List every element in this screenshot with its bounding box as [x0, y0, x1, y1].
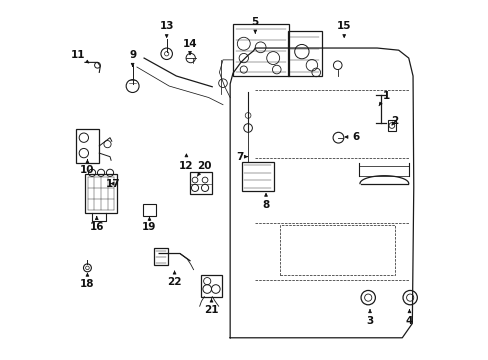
Text: 1: 1	[378, 91, 389, 106]
Bar	[85, 174, 117, 213]
Text: 3: 3	[366, 310, 373, 325]
Text: 12: 12	[179, 154, 193, 171]
Text: 10: 10	[80, 159, 95, 175]
Text: 11: 11	[70, 50, 89, 63]
Text: 20: 20	[197, 161, 211, 176]
Bar	[76, 129, 99, 163]
Bar	[387, 121, 395, 131]
Bar	[154, 248, 168, 265]
Bar	[190, 172, 212, 194]
Text: 22: 22	[167, 271, 182, 287]
Text: 14: 14	[183, 39, 197, 54]
Text: 7: 7	[236, 152, 247, 162]
Bar	[241, 162, 273, 191]
Bar	[233, 24, 288, 76]
Text: 4: 4	[405, 310, 412, 325]
Text: 17: 17	[106, 179, 121, 189]
Bar	[201, 275, 222, 297]
Text: 19: 19	[142, 217, 156, 232]
Text: 13: 13	[159, 21, 174, 37]
Text: 8: 8	[262, 193, 269, 210]
Text: 18: 18	[80, 273, 95, 289]
Text: 5: 5	[251, 17, 258, 33]
Text: 6: 6	[345, 132, 359, 142]
Bar	[280, 225, 394, 275]
Bar	[143, 204, 156, 216]
Text: 21: 21	[204, 299, 218, 315]
Text: 15: 15	[336, 21, 351, 37]
Text: 16: 16	[89, 217, 104, 232]
Text: 2: 2	[391, 116, 398, 126]
Bar	[287, 31, 321, 76]
Text: 9: 9	[129, 50, 136, 66]
